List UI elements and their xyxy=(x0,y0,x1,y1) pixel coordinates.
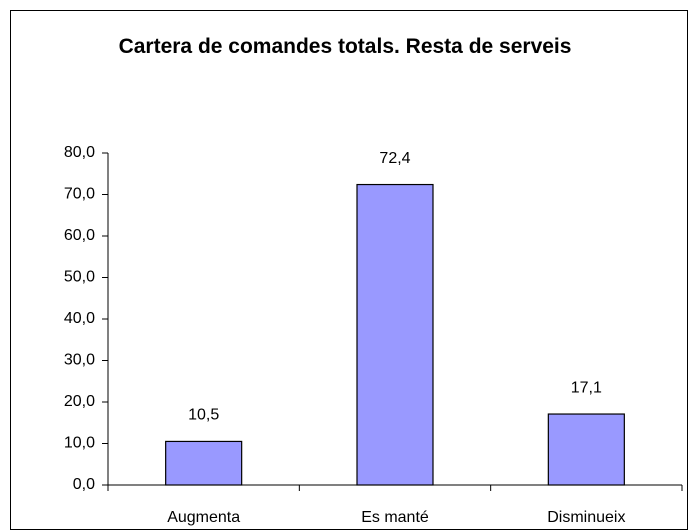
y-tick-label: 40,0 xyxy=(64,310,95,327)
x-tick-label: Es manté xyxy=(361,509,429,526)
bar xyxy=(356,183,434,486)
y-tick-label: 50,0 xyxy=(64,269,95,286)
bar xyxy=(165,440,243,486)
value-label: 72,4 xyxy=(379,150,410,167)
value-label: 17,1 xyxy=(571,379,602,396)
y-tick-label: 30,0 xyxy=(64,352,95,369)
x-tick-label: Disminueix xyxy=(547,509,625,526)
y-tick-label: 80,0 xyxy=(64,144,95,161)
y-tick-label: 60,0 xyxy=(64,227,95,244)
chart-title: Cartera de comandes totals. Resta de ser… xyxy=(118,35,572,58)
bar xyxy=(547,413,625,486)
value-label: 10,5 xyxy=(188,407,219,424)
y-tick-label: 70,0 xyxy=(64,186,95,203)
y-tick-label: 10,0 xyxy=(64,435,95,452)
x-tick-label: Augmenta xyxy=(167,509,240,526)
y-tick-label: 20,0 xyxy=(64,393,95,410)
y-tick-label: 0,0 xyxy=(73,476,95,493)
